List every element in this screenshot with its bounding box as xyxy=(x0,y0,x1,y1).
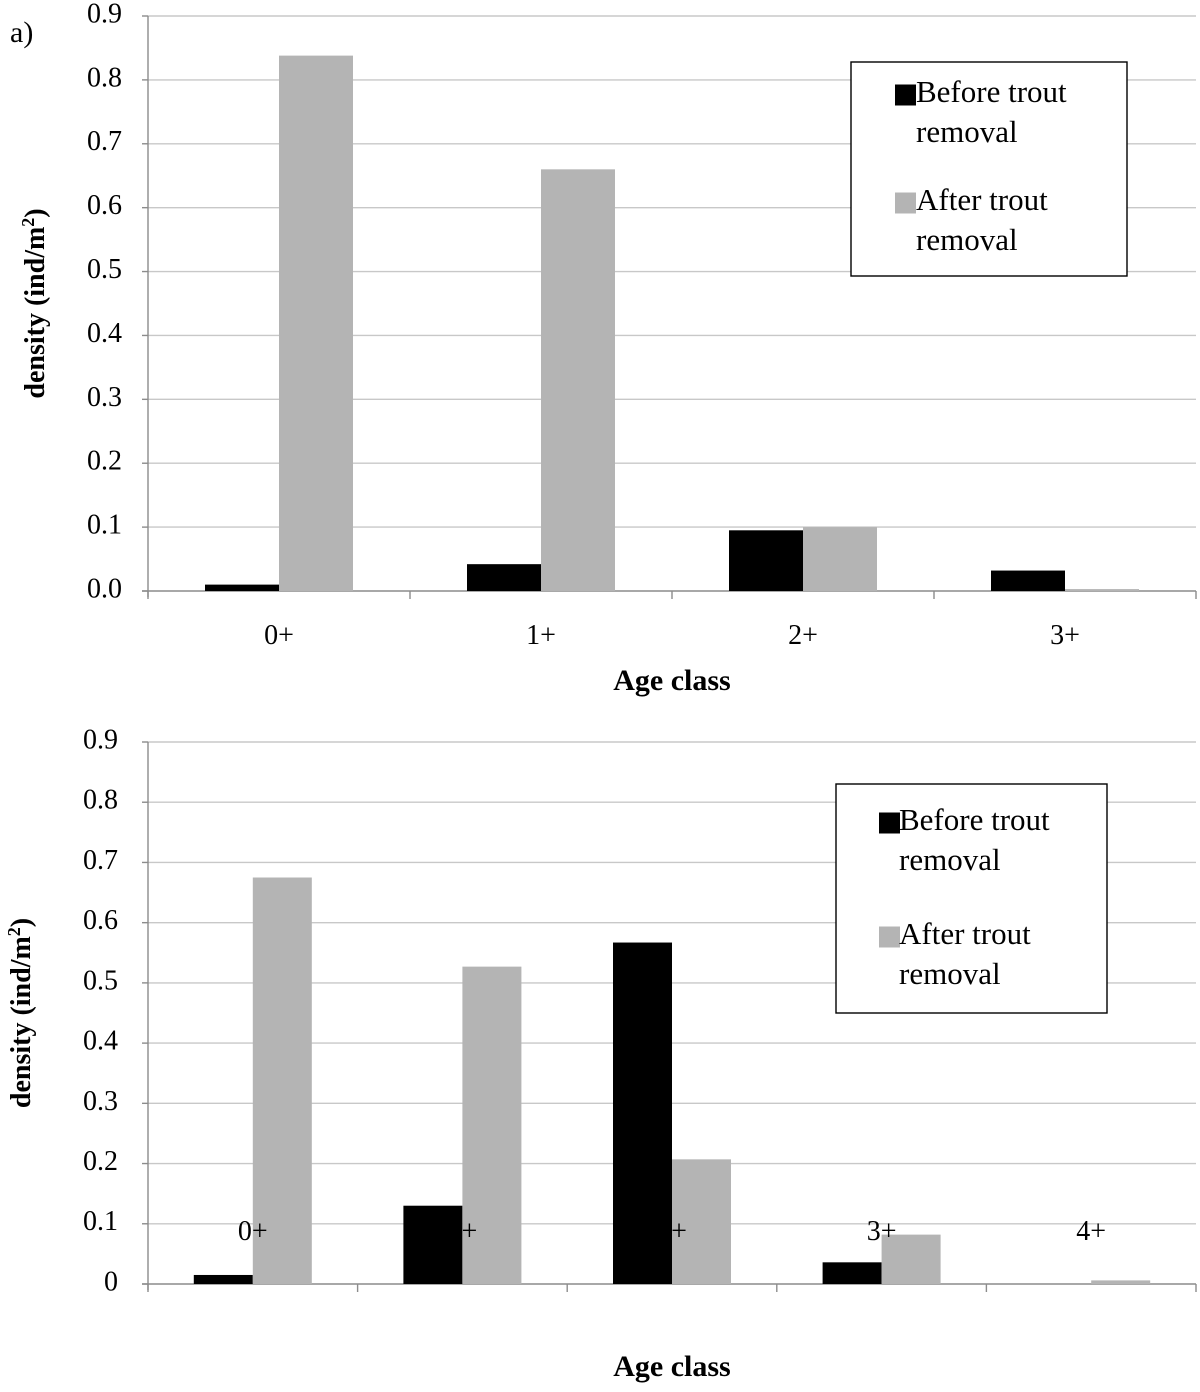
x-tick-label: 1+ xyxy=(448,1216,478,1247)
bar-before-3+ xyxy=(822,1262,882,1284)
y-tick-label: 0.8 xyxy=(87,62,122,93)
bar-after-3+ xyxy=(1065,589,1139,591)
bar-before-2+ xyxy=(613,942,672,1284)
y-tick-label: 0.7 xyxy=(83,845,118,876)
x-tick-label: 2+ xyxy=(657,1216,687,1247)
legend-label: After trout xyxy=(899,916,1031,951)
y-axis-label: density (ind/m2) xyxy=(18,208,51,398)
x-tick-label: 0+ xyxy=(264,620,294,651)
y-tick-label: 0 xyxy=(104,1266,118,1297)
bar-before-0+ xyxy=(193,1274,253,1284)
legend: Before trout removal After trout removal xyxy=(850,61,1128,277)
y-tick-label: 0.4 xyxy=(83,1026,118,1057)
y-tick-label: 0.5 xyxy=(87,254,122,285)
legend-swatch-before xyxy=(895,84,916,106)
legend-label: Before trout xyxy=(899,802,1050,837)
y-tick-label: 0.7 xyxy=(87,126,122,157)
y-tick-label: 0.9 xyxy=(83,724,118,755)
y-tick-label: 0.0 xyxy=(87,573,122,604)
y-tick-label: 0.8 xyxy=(83,785,118,816)
y-tick-label: 0.6 xyxy=(83,905,118,936)
y-tick-label: 0.1 xyxy=(83,1206,118,1237)
bar-after-0+ xyxy=(252,877,312,1284)
chart-panel-1: 0.0 0.1 0.2 0.3 0.4 0.5 0.6 0.7 0.8 0.9 0+ 1+ 2+ 3+ Ag… xyxy=(10,0,1197,697)
legend-label: removal xyxy=(899,842,1001,877)
legend-label: removal xyxy=(916,222,1018,257)
bar-after-2+ xyxy=(803,527,877,591)
y-tick-label: 0.3 xyxy=(87,382,122,413)
bar-after-1+ xyxy=(462,966,522,1284)
y-tick-label: 0.9 xyxy=(87,0,122,29)
x-tick-label: 3+ xyxy=(1050,620,1080,651)
legend-swatch-after xyxy=(895,192,916,214)
x-tick-label: 0+ xyxy=(238,1216,268,1247)
x-tick-label: 4+ xyxy=(1076,1216,1106,1247)
bar-before-1+ xyxy=(467,564,541,591)
y-tick-label: 0.5 xyxy=(83,965,118,996)
legend-label: After trout xyxy=(916,182,1048,217)
y-axis-label: density (ind/m2) xyxy=(4,918,37,1108)
x-axis-label: Age class xyxy=(613,1350,730,1383)
bar-before-0+ xyxy=(205,584,279,591)
legend-label: removal xyxy=(916,114,1018,149)
legend-label: removal xyxy=(899,956,1001,991)
x-tick-label: 2+ xyxy=(788,620,818,651)
bar-before-2+ xyxy=(729,530,803,591)
bar-after-4+ xyxy=(1091,1280,1151,1284)
y-tick-label: 0.3 xyxy=(83,1086,118,1117)
y-tick-label: 0.4 xyxy=(87,318,122,349)
bar-after-3+ xyxy=(881,1234,941,1284)
x-axis-label: Age class xyxy=(613,664,730,697)
bar-after-2+ xyxy=(672,1159,731,1284)
y-tick-label: 0.6 xyxy=(87,190,122,221)
bar-after-1+ xyxy=(541,169,615,592)
y-tick-label: 0.1 xyxy=(87,510,122,541)
panel-label: a) xyxy=(10,16,33,49)
x-tick-label: 1+ xyxy=(526,620,556,651)
chart-panel-2: 0 0.1 0.2 0.3 0.4 0.5 0.6 0.7 0.8 0.9 0+ 1+ 2+ 3+ 4+ Ag… xyxy=(4,724,1197,1383)
legend-label: Before trout xyxy=(916,74,1067,109)
x-tick-label: 3+ xyxy=(867,1216,897,1247)
bar-before-1+ xyxy=(403,1205,463,1284)
legend: Before trout removal After trout removal xyxy=(835,783,1108,1014)
y-tick-label: 0.2 xyxy=(83,1146,118,1177)
y-tick-label: 0.2 xyxy=(87,446,122,477)
legend-swatch-before xyxy=(879,812,900,834)
bar-after-0+ xyxy=(279,55,353,592)
bar-before-3+ xyxy=(991,570,1065,591)
legend-swatch-after xyxy=(879,926,900,948)
